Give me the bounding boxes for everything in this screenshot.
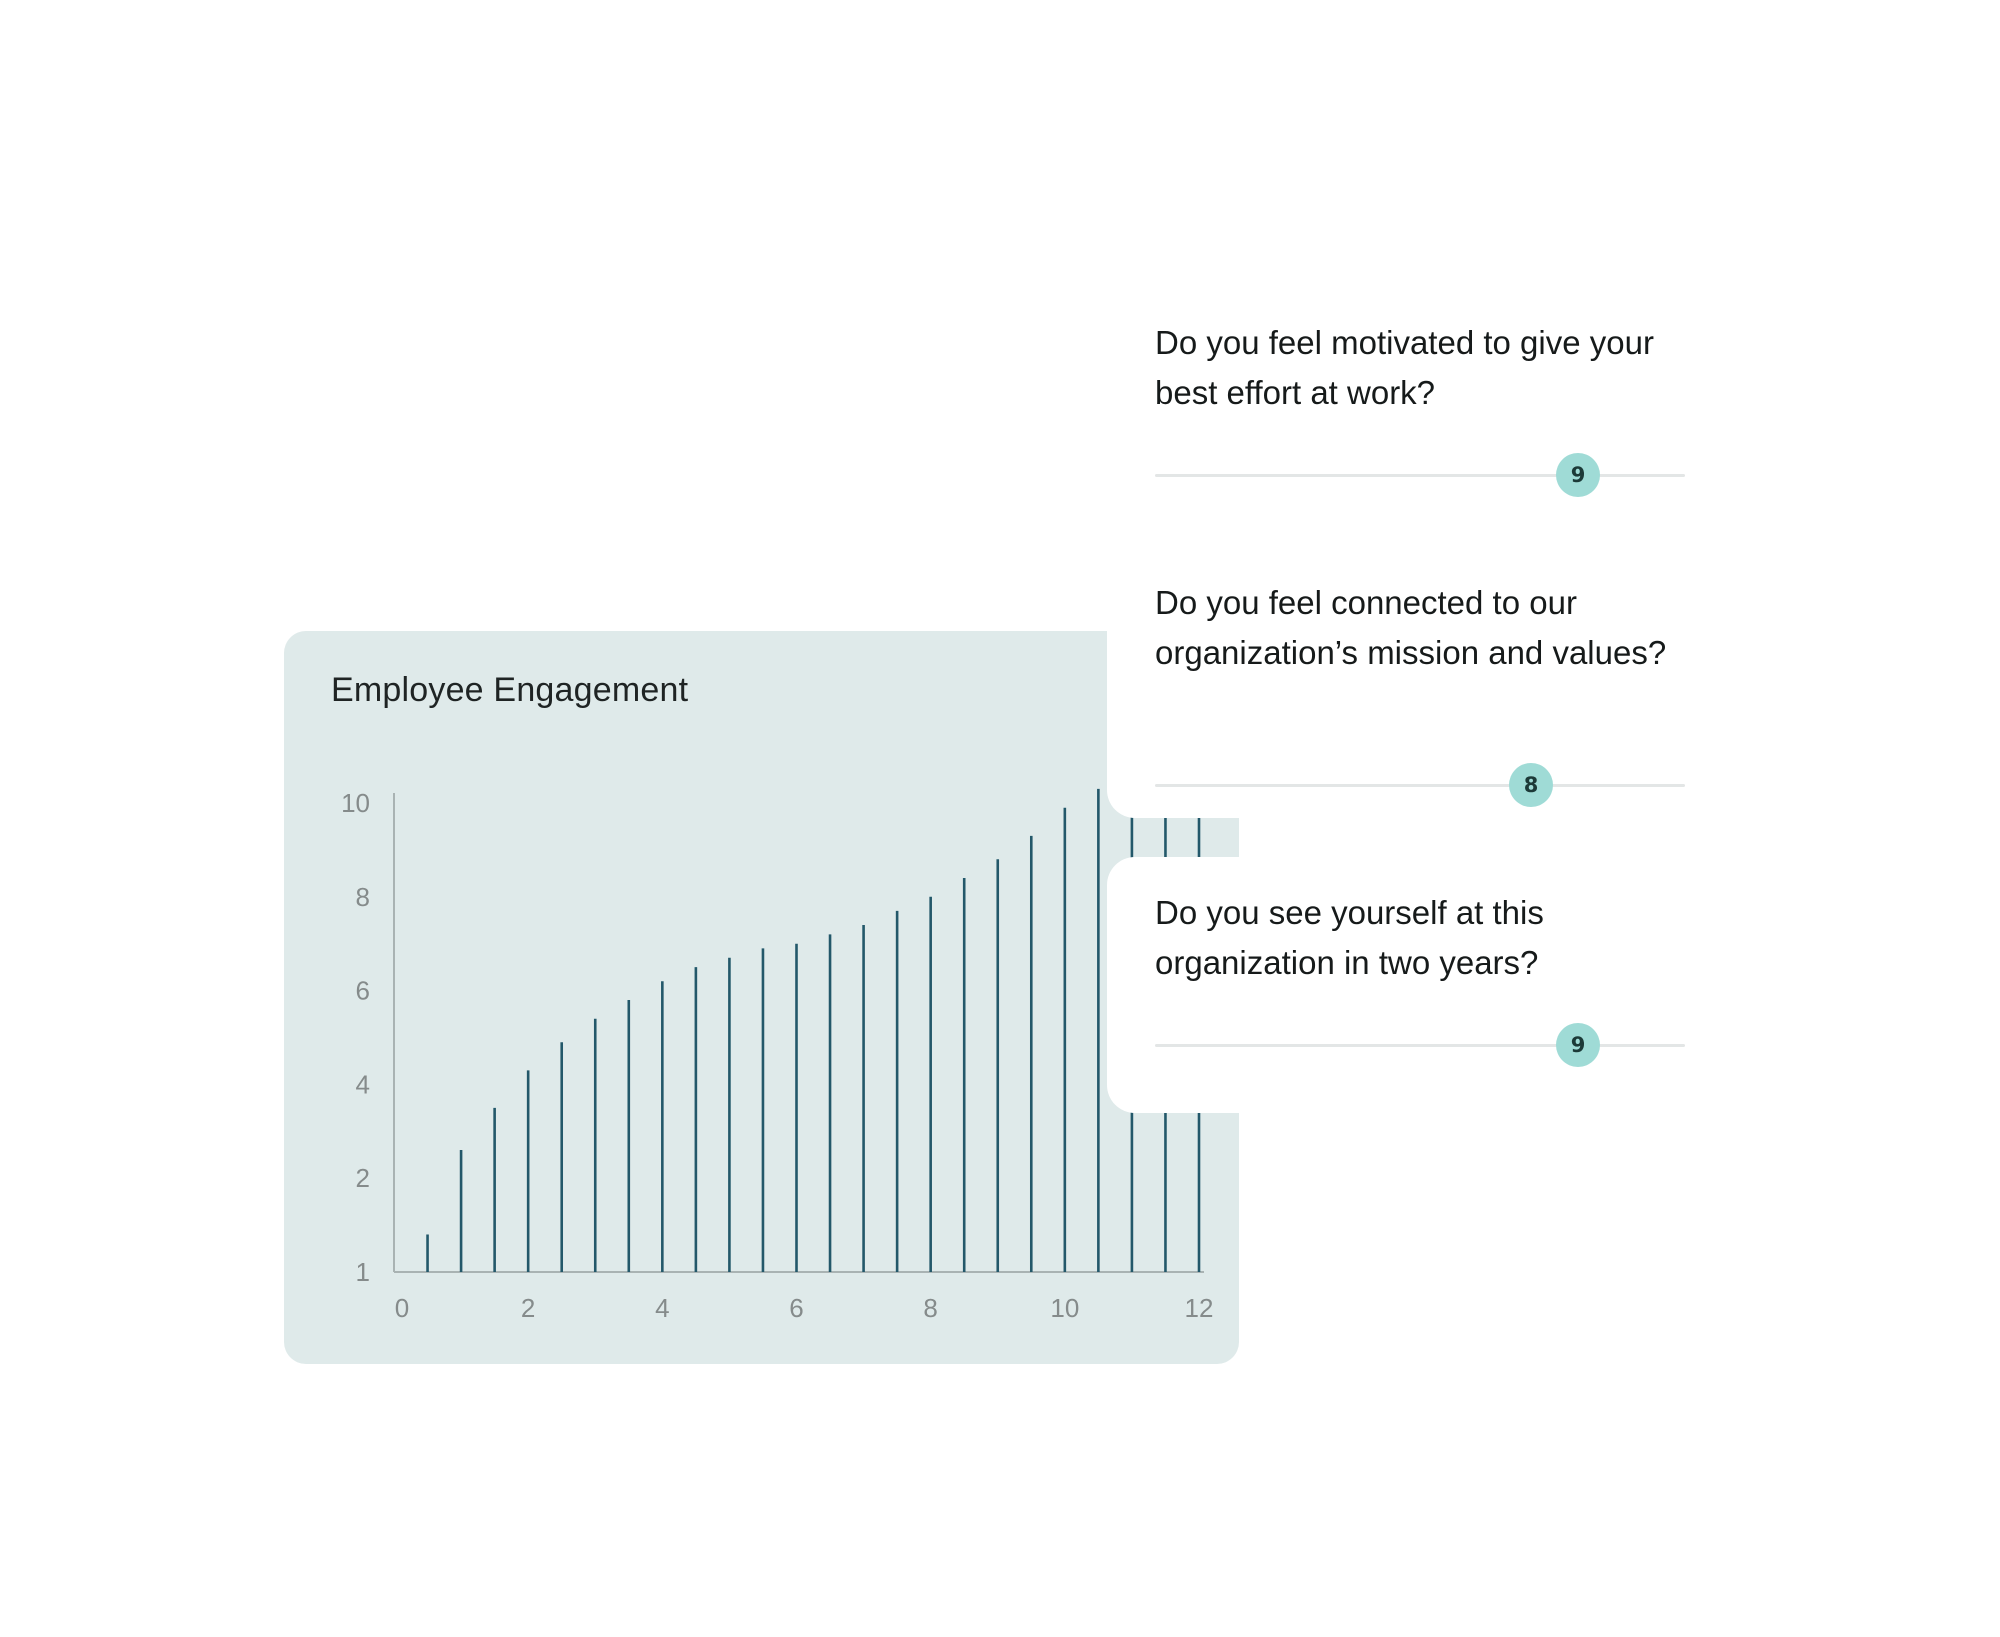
slider-thumb[interactable]: 9 bbox=[1556, 1023, 1600, 1067]
question-2-slider[interactable]: 8 bbox=[1155, 763, 1685, 807]
x-tick-label: 10 bbox=[1050, 1293, 1079, 1323]
question-1-slider[interactable]: 9 bbox=[1155, 453, 1685, 497]
x-tick-label: 6 bbox=[789, 1293, 803, 1323]
y-tick-label: 2 bbox=[356, 1163, 370, 1193]
x-tick-label: 8 bbox=[923, 1293, 937, 1323]
x-tick-label: 0 bbox=[395, 1293, 409, 1323]
question-3-slider[interactable]: 9 bbox=[1155, 1023, 1685, 1067]
y-tick-label: 1 bbox=[356, 1257, 370, 1287]
y-tick-label: 8 bbox=[356, 882, 370, 912]
engagement-chart-card: Employee Engagement 1 2 4 6 8 10 0 2 4 6 8 10 12 bbox=[284, 631, 1239, 1364]
slider-track[interactable] bbox=[1155, 784, 1685, 787]
y-tick-label: 6 bbox=[356, 976, 370, 1006]
slider-track[interactable] bbox=[1155, 1044, 1685, 1047]
x-tick-label: 12 bbox=[1185, 1293, 1214, 1323]
y-tick-label: 4 bbox=[356, 1069, 370, 1099]
x-tick-label: 2 bbox=[521, 1293, 535, 1323]
question-2-text: Do you feel connected to our organizatio… bbox=[1155, 584, 1667, 671]
y-tick-label: 10 bbox=[341, 788, 370, 818]
x-tick-label: 4 bbox=[655, 1293, 669, 1323]
chart-title: Employee Engagement bbox=[331, 671, 689, 709]
slider-track[interactable] bbox=[1155, 474, 1685, 477]
question-1-text: Do you feel motivated to give your best … bbox=[1155, 324, 1654, 411]
slider-thumb[interactable]: 9 bbox=[1556, 453, 1600, 497]
question-3-text: Do you see yourself at this organization… bbox=[1155, 894, 1544, 981]
slider-thumb[interactable]: 8 bbox=[1509, 763, 1553, 807]
